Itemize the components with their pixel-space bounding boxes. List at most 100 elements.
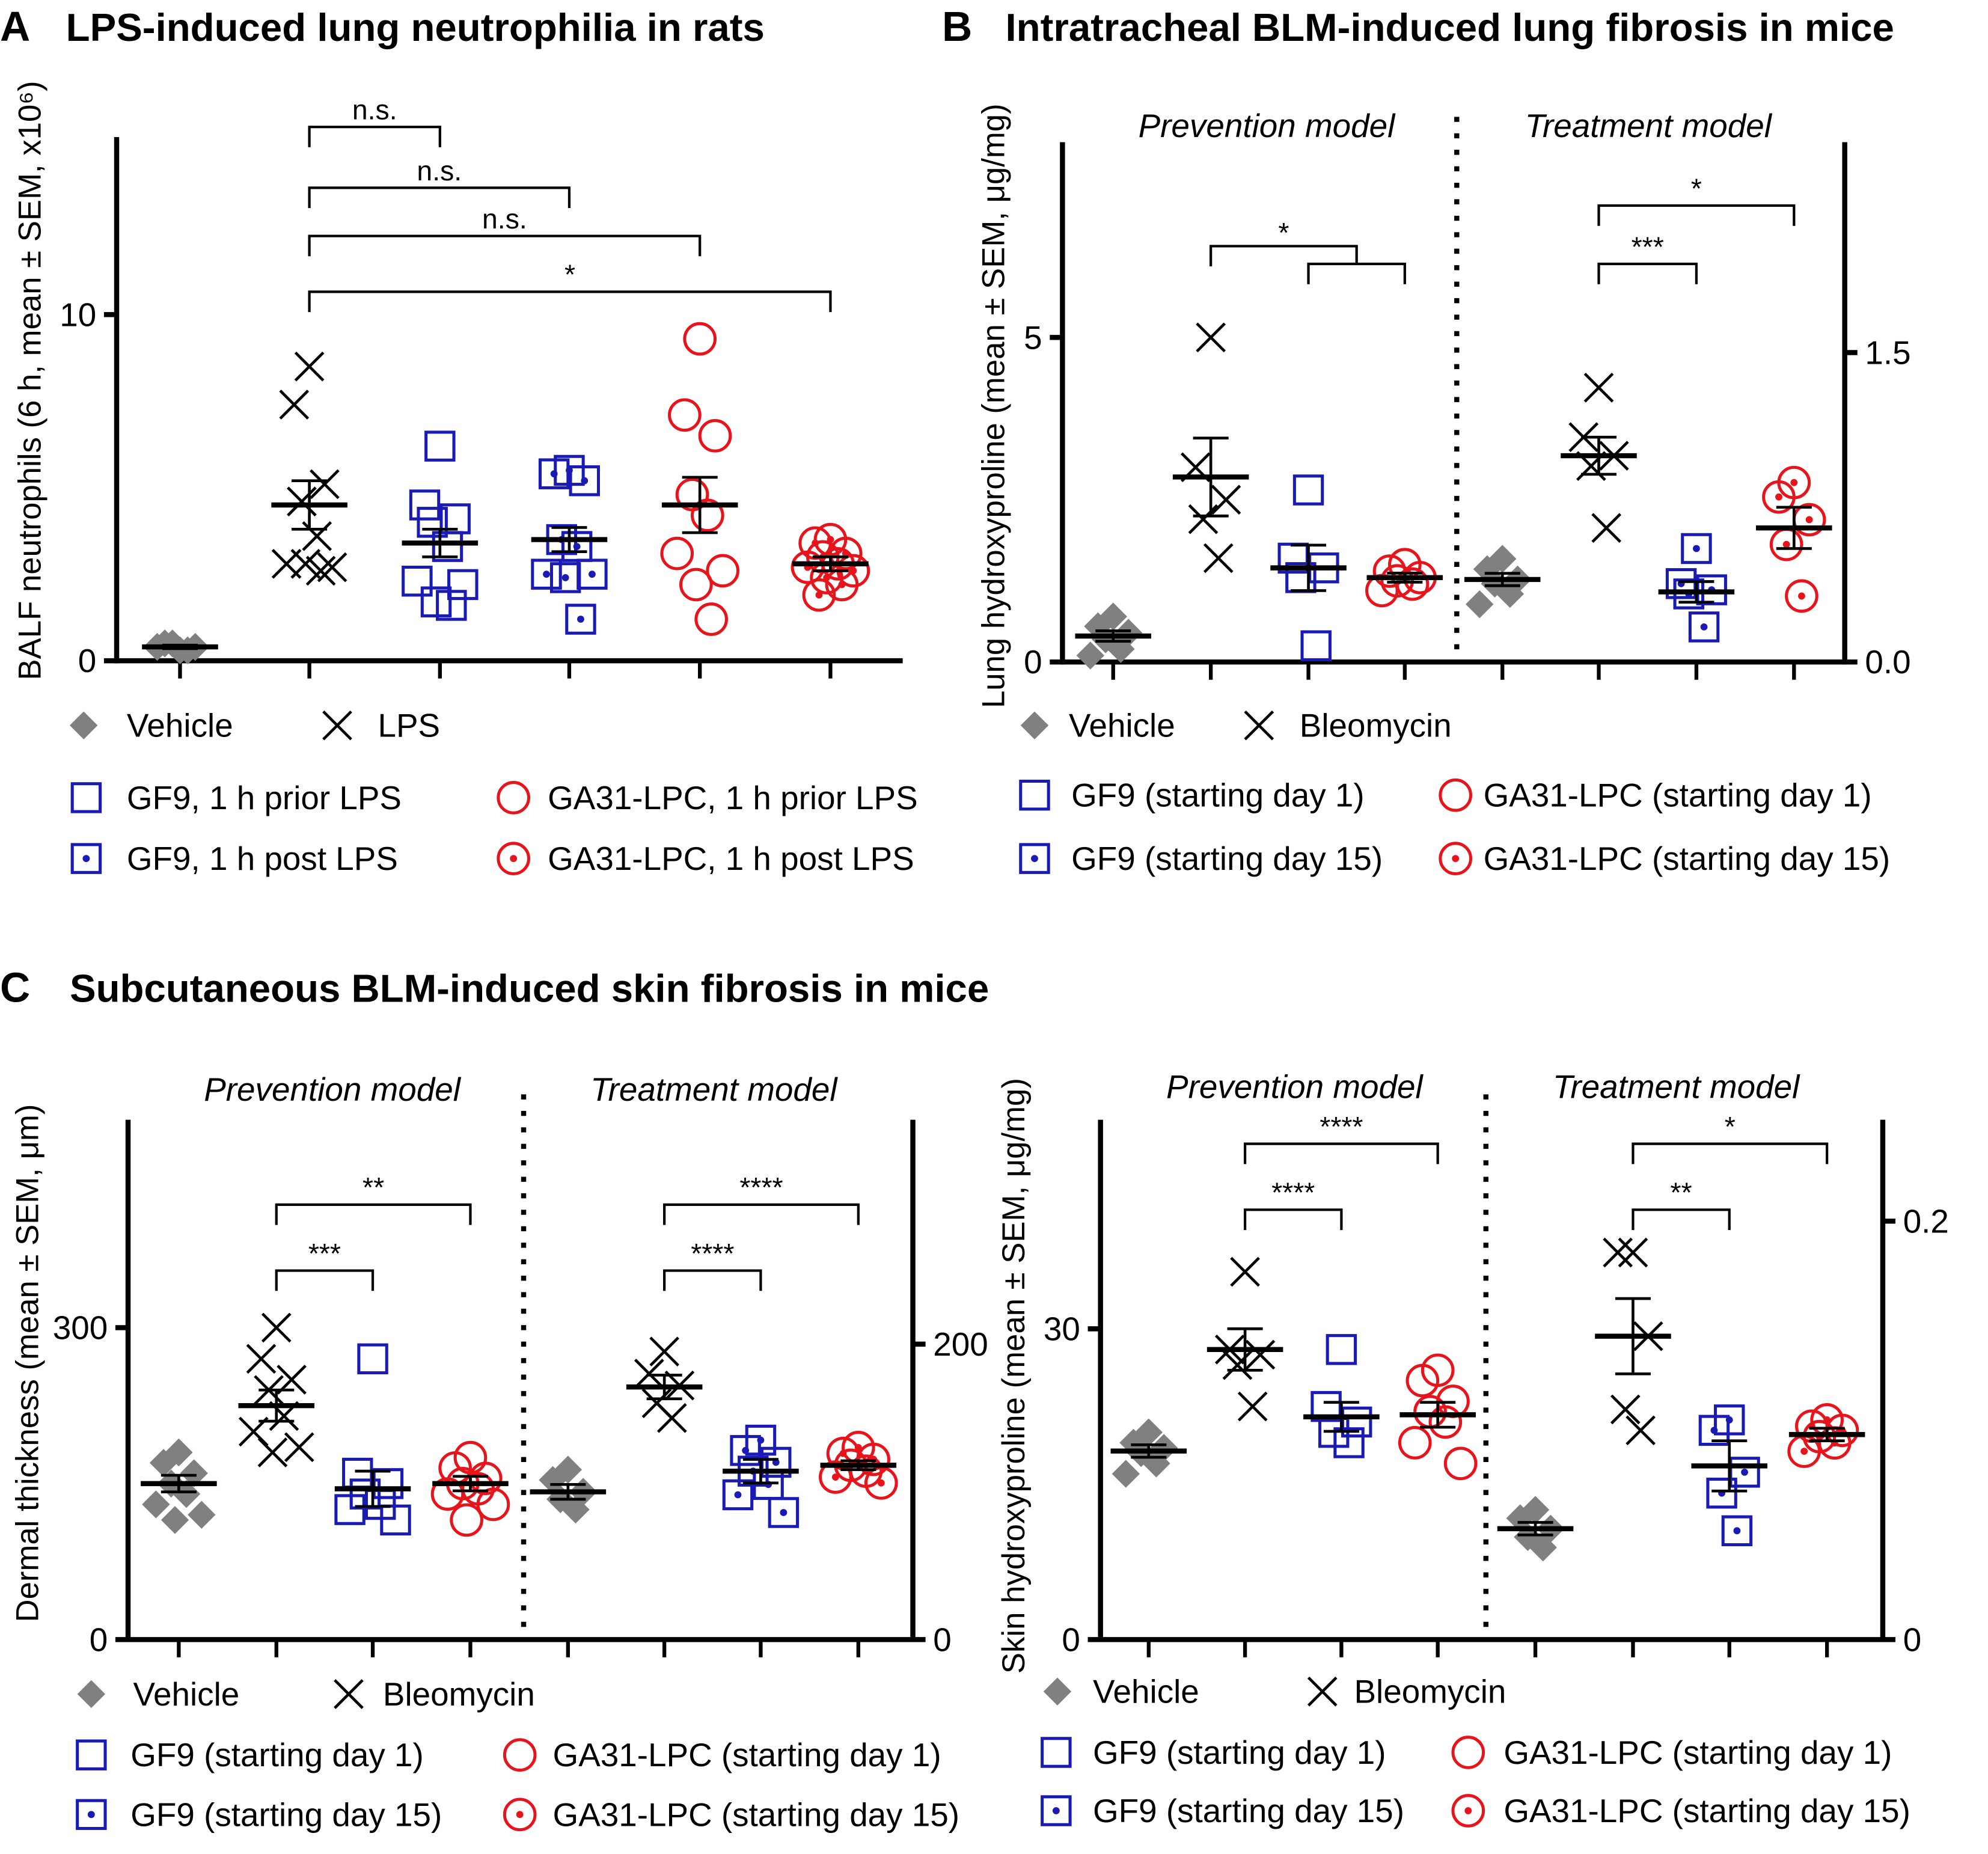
dot xyxy=(1452,855,1460,863)
circle-marker xyxy=(1443,1446,1478,1481)
dot xyxy=(838,581,846,589)
diamond-marker xyxy=(149,1449,178,1477)
legend-label: Bleomycin xyxy=(383,1675,535,1713)
model-label: Treatment model xyxy=(1553,1068,1800,1106)
square-marker xyxy=(334,1494,365,1525)
circle-marker xyxy=(791,550,825,584)
dot xyxy=(589,571,596,578)
dot xyxy=(543,571,550,578)
dot xyxy=(1800,1448,1808,1455)
x-marker xyxy=(1196,322,1226,353)
x-marker xyxy=(1244,710,1274,741)
dot xyxy=(742,1446,750,1454)
x-marker xyxy=(1222,1350,1253,1380)
circle-marker xyxy=(1405,1363,1440,1398)
right-y-tick-label: 1.5 xyxy=(1865,334,1910,371)
circle-marker xyxy=(503,1797,537,1832)
legend-label: GF9 (starting day 15) xyxy=(1071,840,1383,877)
x-marker xyxy=(1203,543,1234,574)
diamond-marker xyxy=(142,1490,170,1519)
x-marker xyxy=(649,1336,679,1366)
legend-label: GF9 (starting day 1) xyxy=(130,1736,424,1773)
square-marker xyxy=(436,590,467,621)
y-tick-label: 0 xyxy=(78,642,97,679)
x-marker xyxy=(334,1679,364,1709)
legend-label: GF9 (starting day 1) xyxy=(1093,1734,1386,1771)
circle-marker xyxy=(497,842,531,875)
y-tick-label: 0 xyxy=(1062,1621,1080,1658)
legend-item xyxy=(1041,1795,1072,1826)
group-circle-dot xyxy=(819,1431,898,1500)
y-tick-label: 0 xyxy=(1024,643,1042,681)
circle-marker xyxy=(706,554,740,588)
circle-marker xyxy=(698,419,732,453)
diamond-marker xyxy=(1107,635,1135,663)
square-marker xyxy=(722,1479,754,1511)
significance-label: * xyxy=(1278,217,1289,248)
significance-label: * xyxy=(1725,1111,1736,1142)
group-diamond xyxy=(142,629,218,665)
square-marker xyxy=(1292,474,1324,506)
square-marker xyxy=(1041,1737,1072,1768)
x-marker xyxy=(1591,513,1622,543)
group-x xyxy=(1561,372,1637,543)
dot xyxy=(1798,592,1805,600)
group-x xyxy=(271,351,347,586)
legend-item xyxy=(70,843,102,874)
panel-letter: A xyxy=(0,3,30,50)
dot xyxy=(780,1509,788,1516)
x-marker xyxy=(1211,485,1241,515)
y-axis-label: BALF neutrophils (6 h, mean ± SEM, x10⁶) xyxy=(12,81,47,680)
model-label: Treatment model xyxy=(1525,107,1773,144)
group-square-dot xyxy=(722,1424,800,1528)
legend-label: GA31-LPC (starting day 1) xyxy=(1503,1734,1892,1771)
significance-label: **** xyxy=(691,1238,734,1269)
y-axis-label: Dermal thickness (mean ± SEM, μm) xyxy=(10,1104,45,1623)
legend-label: GA31-LPC (starting day 15) xyxy=(1484,840,1891,877)
dot xyxy=(577,616,584,623)
legend-label: GF9 (starting day 15) xyxy=(1093,1792,1404,1829)
x-marker xyxy=(1618,1237,1648,1268)
legend-item xyxy=(76,1739,107,1770)
circle-marker xyxy=(1428,1405,1463,1439)
circle-marker xyxy=(660,536,694,571)
group-diamond xyxy=(141,1438,217,1534)
model-label: Treatment model xyxy=(590,1071,838,1108)
circle-marker xyxy=(1439,842,1473,875)
group-x xyxy=(238,1312,315,1467)
diamond-marker xyxy=(1112,1460,1140,1488)
panel-b xyxy=(1019,117,1858,875)
x-marker xyxy=(1307,1676,1338,1707)
dot xyxy=(1700,623,1708,631)
significance-bracket xyxy=(663,1203,860,1225)
group-square xyxy=(1270,474,1347,661)
circle-marker xyxy=(668,398,702,432)
group-square-dot xyxy=(1658,533,1735,643)
dot xyxy=(581,477,589,485)
significance-label: *** xyxy=(1632,231,1664,262)
circle-marker xyxy=(1398,1426,1432,1460)
diamond-marker xyxy=(1466,590,1494,619)
square-marker xyxy=(70,843,102,874)
square-marker xyxy=(1019,843,1050,874)
square-marker xyxy=(409,489,441,521)
y-tick-label: 10 xyxy=(60,296,96,333)
significance-bracket xyxy=(275,1203,472,1225)
group-diamond xyxy=(1110,1418,1187,1488)
x-marker xyxy=(246,1344,277,1374)
circle-marker xyxy=(497,781,531,815)
dot xyxy=(1464,1807,1472,1814)
legend-item xyxy=(1043,1677,1072,1706)
y-axis-label: Lung hydroxyproline (mean ± SEM, μg/mg) xyxy=(976,103,1011,708)
legend-label: GA31-LPC, 1 h prior LPS xyxy=(548,779,918,816)
legend-item xyxy=(1020,711,1049,739)
square-marker xyxy=(424,430,456,462)
square-marker xyxy=(1326,1334,1357,1365)
right-y-tick-label: 0 xyxy=(933,1621,952,1658)
legend-item xyxy=(1019,779,1050,811)
legend-item xyxy=(1041,1737,1072,1768)
dot xyxy=(734,1491,742,1499)
x-marker xyxy=(634,1359,664,1389)
legend-label: GF9, 1 h post LPS xyxy=(127,840,398,877)
panel-c2 xyxy=(1041,1094,1896,1828)
